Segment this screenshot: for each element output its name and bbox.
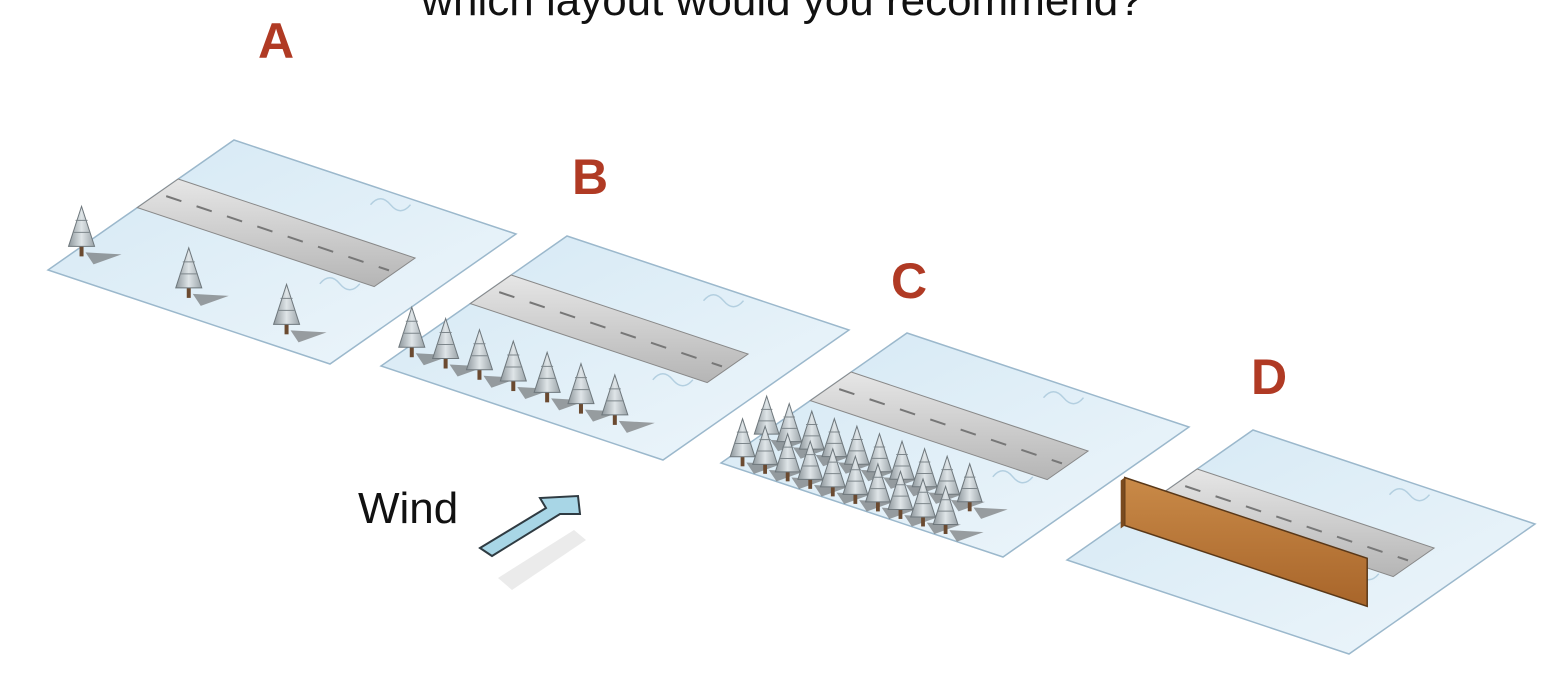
wind-label: Wind: [358, 484, 459, 533]
tree-icon: [887, 469, 939, 527]
question-title: which layout would you recommend?: [421, 0, 1143, 25]
tree-icon: [272, 282, 327, 343]
tree-icon: [601, 373, 655, 433]
tree-icon: [499, 339, 554, 400]
option-label-c: C: [891, 253, 928, 309]
panel-d: [1065, 429, 1537, 655]
option-label-a: A: [258, 13, 295, 69]
wind-arrow-icon: [478, 494, 586, 590]
panel-a: [46, 139, 518, 365]
option-label-d: D: [1251, 349, 1288, 405]
panel-c: [719, 332, 1191, 558]
tree-icon: [956, 462, 1008, 519]
tree-icon: [932, 484, 984, 542]
tree-icon: [67, 204, 122, 265]
panel-b: [379, 235, 851, 461]
option-label-b: B: [572, 149, 609, 205]
fence-icon: [1120, 476, 1368, 608]
tree-icon: [175, 246, 229, 306]
